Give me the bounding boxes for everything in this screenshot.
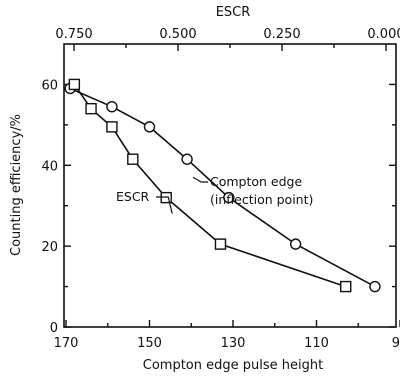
- y-tick-label: 40: [41, 159, 58, 174]
- data-point-circle: [223, 191, 235, 204]
- annotation-leader-escr: [156, 196, 173, 214]
- data-point-square: [106, 121, 118, 133]
- data-point-square: [214, 238, 227, 250]
- x-tick-label: 170: [54, 336, 79, 351]
- y-tick-label: 60: [41, 78, 58, 93]
- annotation-escr: ESCR: [116, 189, 150, 204]
- data-point-circle: [106, 100, 118, 113]
- annotation-compton-edge: Compton edge: [210, 174, 302, 189]
- data-point-circle: [369, 280, 381, 293]
- data-point-square: [68, 78, 81, 91]
- data-point-square: [127, 153, 139, 165]
- data-point-circle: [143, 121, 156, 133]
- data-point-circle: [181, 153, 193, 165]
- annotation-compton-edge: (inflection point): [210, 192, 313, 207]
- data-point-square: [340, 280, 352, 293]
- top-tick-label: 0.250: [263, 27, 300, 42]
- y-tick-label: 0: [50, 321, 58, 336]
- x-tick-label: 90: [392, 336, 400, 351]
- x-tick-label: 110: [304, 336, 329, 351]
- plot-frame: [63, 43, 397, 328]
- x-tick-label: 130: [221, 336, 246, 351]
- y-tick-label: 20: [41, 240, 58, 255]
- top-tick-label: 0.500: [159, 27, 196, 42]
- data-point-square: [85, 102, 97, 115]
- data-point-square: [160, 191, 172, 204]
- data-point-circle: [289, 238, 302, 250]
- x-axis-label: Compton edge pulse height: [143, 358, 323, 373]
- y-axis-label: Counting efficiency/%: [9, 114, 24, 256]
- x-tick-label: 150: [137, 336, 162, 351]
- top-tick-label: 0.000: [367, 27, 400, 42]
- top-axis-label: ESCR: [216, 5, 251, 20]
- annotation-leader-compton: [192, 176, 208, 183]
- top-tick-label: 0.750: [55, 27, 92, 42]
